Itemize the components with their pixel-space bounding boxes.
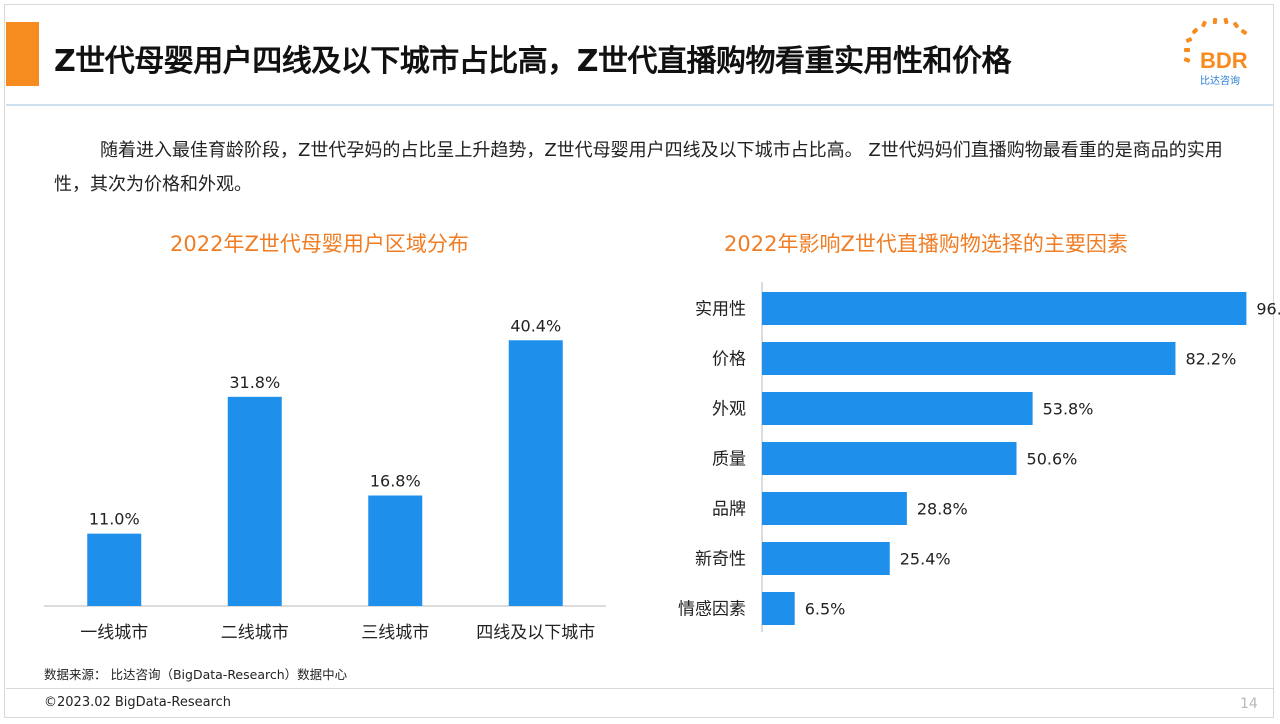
- bar-0: [87, 533, 142, 606]
- factor-label-4: 品牌: [712, 500, 746, 520]
- data-label-0: 11.0%: [89, 510, 140, 529]
- page-title: Z世代母婴用户四线及以下城市占比高，Z世代直播购物看重实用性和价格: [54, 44, 1012, 79]
- bar-1: [227, 396, 282, 606]
- factor-label-0: 实用性: [695, 300, 746, 320]
- hbar-0: [762, 292, 1247, 325]
- slide-frame: [4, 4, 1274, 718]
- svg-text:比达咨询: 比达咨询: [1200, 74, 1240, 87]
- factor-value-4: 28.8%: [917, 500, 968, 519]
- logo-sun-rays-icon: [1183, 17, 1248, 63]
- data-label-3: 40.4%: [510, 316, 561, 335]
- bar-2: [368, 495, 423, 606]
- svg-text:BDR: BDR: [1200, 48, 1248, 73]
- hbar-1: [762, 342, 1176, 375]
- factor-value-1: 82.2%: [1185, 350, 1236, 369]
- factor-label-6: 情感因素: [678, 600, 746, 620]
- factor-value-2: 53.8%: [1043, 400, 1094, 419]
- factor-value-5: 25.4%: [900, 550, 951, 569]
- factor-label-5: 新奇性: [695, 550, 746, 570]
- left-chart-title: 2022年Z世代母婴用户区域分布: [170, 232, 469, 256]
- factor-label-3: 质量: [712, 450, 746, 470]
- hbar-3: [762, 442, 1017, 475]
- data-source-note: 数据来源： 比达咨询（BigData-Research）数据中心: [44, 667, 348, 682]
- data-label-2: 16.8%: [370, 471, 421, 490]
- page-number: 14: [1240, 696, 1258, 712]
- hbar-2: [762, 392, 1033, 425]
- bar-3: [508, 340, 563, 606]
- hbar-5: [762, 542, 890, 575]
- hbar-6: [762, 592, 795, 625]
- factor-label-1: 价格: [712, 350, 746, 370]
- data-label-1: 31.8%: [229, 373, 280, 392]
- region-distribution-bar-chart: 11.0% 一线城市 31.8% 二线城市 16.8% 三线城市 40.4% 四线及以下城市: [44, 316, 606, 643]
- intro-paragraph: 随着进入最佳育龄阶段，Z世代孕妈的占比呈上升趋势，Z世代母婴用户四线及以下城市占…: [54, 140, 1223, 195]
- category-label-3: 四线及以下城市: [476, 623, 595, 643]
- category-label-1: 二线城市: [221, 623, 289, 643]
- footer-divider: [6, 688, 1274, 689]
- factor-value-3: 50.6%: [1027, 450, 1078, 469]
- right-chart-title: 2022年影响Z世代直播购物选择的主要因素: [724, 232, 1128, 256]
- factor-value-0: 96.3%: [1256, 300, 1280, 319]
- category-label-0: 一线城市: [80, 623, 148, 643]
- copyright-text: ©2023.02 BigData-Research: [44, 695, 232, 710]
- title-divider: [6, 104, 1274, 106]
- purchase-factors-bar-chart: 实用性 96.3% 价格 82.2% 外观 53.8% 质量 50.6% 品牌 28.8% 新奇性 2…: [678, 282, 1280, 632]
- factor-label-2: 外观: [712, 400, 746, 420]
- title-accent-bar: [6, 22, 39, 86]
- factor-value-6: 6.5%: [805, 600, 846, 619]
- category-label-2: 三线城市: [361, 623, 429, 643]
- hbar-4: [762, 492, 907, 525]
- bdr-logo: BDR 比达咨询: [1183, 17, 1248, 87]
